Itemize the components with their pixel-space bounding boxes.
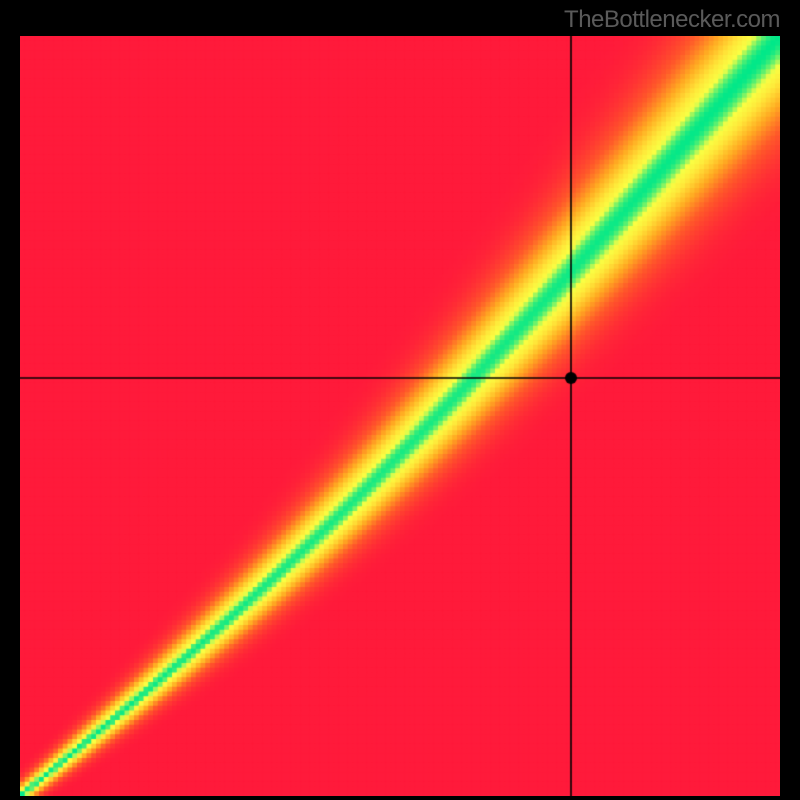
- bottleneck-heatmap: [20, 36, 780, 796]
- attribution-text: TheBottlenecker.com: [564, 6, 780, 34]
- chart-container: TheBottlenecker.com: [0, 0, 800, 800]
